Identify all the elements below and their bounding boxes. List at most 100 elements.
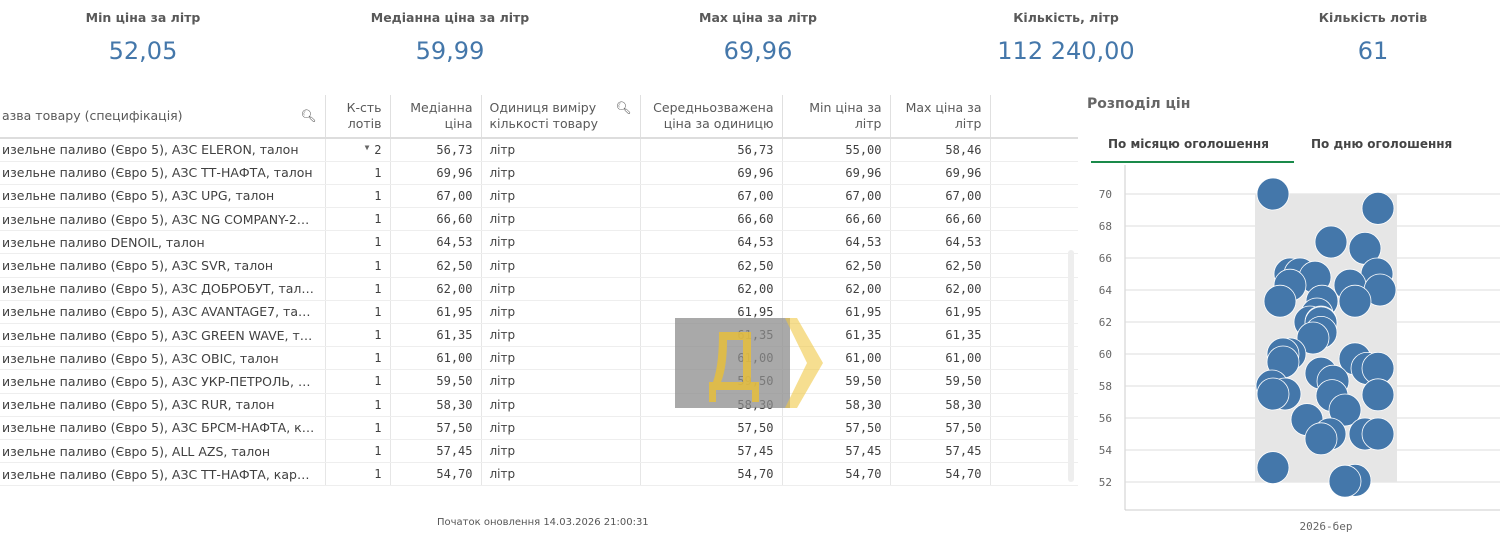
header-label: Одиниця виміру кількості товару bbox=[489, 100, 598, 131]
table-row[interactable]: изельне паливо (Євро 5), АЗС OBIC, талон… bbox=[0, 346, 1078, 371]
cell-median: 61,95 bbox=[390, 300, 482, 325]
cell-lots: 1 bbox=[325, 161, 391, 185]
data-point[interactable] bbox=[1256, 177, 1290, 211]
data-point[interactable] bbox=[1256, 451, 1290, 485]
cell-unit: літр bbox=[481, 184, 641, 209]
cell-weighted: 62,00 bbox=[640, 277, 783, 301]
cell-unit: літр bbox=[481, 230, 641, 255]
table-row[interactable]: изельне паливо (Євро 5), АЗС ТТ-НАФТА, к… bbox=[0, 462, 1078, 487]
table-row[interactable]: изельне паливо (Євро 5), АЗС SVR, талон 1… bbox=[0, 253, 1078, 278]
cell-name: изельне паливо (Євро 5), АЗС AVANTAGE7, … bbox=[0, 300, 326, 325]
cell-empty bbox=[990, 230, 1078, 255]
table-row[interactable]: изельне паливо (Євро 5), АЗС AVANTAGE7, … bbox=[0, 300, 1078, 325]
cell-unit: літр bbox=[481, 439, 641, 464]
table-scrollbar[interactable] bbox=[1068, 250, 1074, 482]
cell-name: изельне паливо (Євро 5), АЗС ELERON, тал… bbox=[0, 138, 326, 162]
col-name[interactable]: 🔍︎ азва товару (специфікація) bbox=[0, 95, 326, 139]
cell-unit: літр bbox=[481, 138, 641, 162]
cell-median: 57,45 bbox=[390, 439, 482, 464]
cell-median: 62,50 bbox=[390, 253, 482, 278]
table-row[interactable]: изельне паливо (Євро 5), АЗС ELERON, тал… bbox=[0, 138, 1078, 162]
col-weighted[interactable]: Середньозважена ціна за одиницю bbox=[640, 95, 783, 139]
table-row[interactable]: изельне паливо (Євро 5), АЗС UPG, талон 1… bbox=[0, 184, 1078, 209]
active-tab-indicator bbox=[1091, 161, 1294, 163]
watermark-chevron-icon bbox=[785, 318, 823, 408]
data-point[interactable] bbox=[1361, 378, 1395, 412]
data-point[interactable] bbox=[1296, 321, 1330, 355]
watermark-logo bbox=[675, 318, 790, 408]
cell-weighted: 56,73 bbox=[640, 138, 783, 162]
data-point[interactable] bbox=[1361, 417, 1395, 451]
cell-name: изельне паливо (Євро 5), ALL AZS, талон bbox=[0, 439, 326, 464]
cell-max: 61,35 bbox=[890, 323, 991, 348]
y-tick-label: 70 bbox=[1099, 188, 1112, 201]
data-point[interactable] bbox=[1314, 225, 1348, 259]
data-point[interactable] bbox=[1361, 192, 1395, 225]
cell-weighted: 57,50 bbox=[640, 416, 783, 440]
table-row[interactable]: изельне паливо (Євро 5), АЗС ДОБРОБУТ, т… bbox=[0, 277, 1078, 301]
kpi-value: 59,99 bbox=[415, 37, 485, 65]
y-tick-label: 62 bbox=[1099, 316, 1112, 329]
kpi-value: 61 bbox=[1357, 37, 1389, 65]
cell-weighted: 64,53 bbox=[640, 230, 783, 255]
cell-lots: 1 bbox=[325, 184, 391, 209]
sort-desc-icon[interactable]: ▼ bbox=[364, 142, 375, 152]
cell-name: изельне паливо (Євро 5), АЗС GREEN WAVE,… bbox=[0, 323, 326, 348]
col-max[interactable]: Max ціна за літр bbox=[890, 95, 991, 139]
cell-empty bbox=[990, 253, 1078, 278]
search-icon[interactable]: 🔍︎ bbox=[300, 108, 317, 123]
table-row[interactable]: изельне паливо (Євро 5), АЗС УКР-ПЕТРОЛЬ… bbox=[0, 369, 1078, 394]
col-median[interactable]: Медіанна ціна bbox=[390, 95, 482, 139]
tab-by-day[interactable]: По дню оголошення bbox=[1311, 137, 1453, 151]
cell-unit: літр bbox=[481, 323, 641, 348]
watermark-letter-icon bbox=[709, 332, 759, 402]
data-point[interactable] bbox=[1338, 284, 1372, 318]
table-row[interactable]: изельне паливо (Євро 5), АЗС NG COMPANY-… bbox=[0, 207, 1078, 232]
search-icon[interactable]: 🔍︎ bbox=[615, 100, 632, 115]
x-tick-label: 2026-бер bbox=[1300, 520, 1353, 533]
y-tick-label: 52 bbox=[1099, 476, 1112, 489]
cell-name: изельне паливо (Євро 5), АЗС ДОБРОБУТ, т… bbox=[0, 277, 326, 301]
cell-empty bbox=[990, 346, 1078, 371]
cell-weighted: 66,60 bbox=[640, 207, 783, 232]
update-timestamp: Початок оновлення 14.03.2026 21:00:31 bbox=[437, 517, 649, 528]
col-min[interactable]: Min ціна за літр bbox=[782, 95, 891, 139]
cell-max: 54,70 bbox=[890, 462, 991, 487]
cell-lots: 1 bbox=[325, 207, 391, 232]
header-label: азва товару (специфікація) bbox=[2, 108, 183, 123]
col-lots[interactable]: К-сть лотів bbox=[325, 95, 391, 139]
kpi-value: 112 240,00 bbox=[997, 37, 1135, 65]
cell-median: 57,50 bbox=[390, 416, 482, 440]
y-tick-label: 66 bbox=[1099, 252, 1112, 265]
cell-lots: 1 bbox=[325, 277, 391, 301]
cell-weighted: 69,96 bbox=[640, 161, 783, 185]
price-distribution-chart: 52 54 56 58 60 62 64 66 68 70 2026-бер bbox=[1099, 165, 1500, 533]
cell-min: 57,50 bbox=[782, 416, 891, 440]
data-point[interactable] bbox=[1304, 422, 1338, 456]
data-point[interactable] bbox=[1263, 284, 1297, 318]
table-row[interactable]: изельне паливо DENOIL, талон 1 64,53 літр 64… bbox=[0, 230, 1078, 255]
cell-lots: 1 bbox=[325, 393, 391, 417]
table-row[interactable]: изельне паливо (Євро 5), АЗС ТТ-НАФТА, т… bbox=[0, 161, 1078, 185]
cell-empty bbox=[990, 462, 1078, 487]
cell-median: 69,96 bbox=[390, 161, 482, 185]
table-row[interactable]: изельне паливо (Євро 5), АЗС RUR, талон 1… bbox=[0, 393, 1078, 417]
table-row[interactable]: изельне паливо (Євро 5), АЗС БРСМ-НАФТА,… bbox=[0, 416, 1078, 440]
table-row[interactable]: изельне паливо (Євро 5), АЗС GREEN WAVE,… bbox=[0, 323, 1078, 348]
y-tick-label: 58 bbox=[1099, 380, 1112, 393]
data-point[interactable] bbox=[1256, 377, 1290, 411]
tab-by-month[interactable]: По місяцю оголошення bbox=[1108, 137, 1269, 151]
cell-name: изельне паливо (Євро 5), АЗС SVR, талон bbox=[0, 253, 326, 278]
cell-empty bbox=[990, 439, 1078, 464]
cell-name: изельне паливо (Євро 5), АЗС БРСМ-НАФТА,… bbox=[0, 416, 326, 440]
data-point[interactable] bbox=[1328, 393, 1362, 427]
cell-min: 62,50 bbox=[782, 253, 891, 278]
table-row[interactable]: изельне паливо (Євро 5), ALL AZS, талон 1… bbox=[0, 439, 1078, 464]
cell-empty bbox=[990, 416, 1078, 440]
cell-weighted: 57,45 bbox=[640, 439, 783, 464]
data-point[interactable] bbox=[1328, 464, 1362, 498]
cell-empty bbox=[990, 300, 1078, 325]
cell-unit: літр bbox=[481, 416, 641, 440]
col-unit[interactable]: 🔍︎ Одиниця виміру кількості товару bbox=[481, 95, 641, 139]
y-tick-label: 60 bbox=[1099, 348, 1112, 361]
